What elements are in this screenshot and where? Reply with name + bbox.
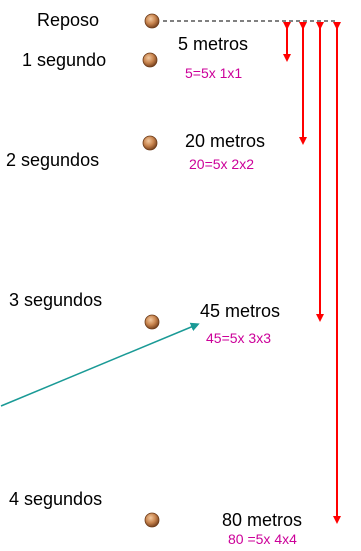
formula-2: 20=5x 2x2	[189, 156, 254, 172]
ball-3-seconds-icon	[144, 314, 160, 330]
ball-2-seconds-icon	[142, 135, 158, 151]
formula-3: 45=5x 3x3	[206, 330, 271, 346]
label-3-seconds: 3 segundos	[9, 290, 103, 310]
distance-20-meters: 20 metros	[185, 131, 266, 151]
label-rest: Reposo	[37, 10, 100, 30]
pointer-arrow	[0, 322, 200, 407]
ball-rest-icon	[144, 13, 160, 29]
formula-4: 80 =5x 4x4	[228, 531, 297, 547]
distance-80-meters: 80 metros	[222, 510, 303, 530]
ball-1-second-icon	[142, 52, 158, 68]
label-2-seconds: 2 segundos	[6, 150, 100, 170]
label-1-second: 1 segundo	[22, 50, 107, 70]
formula-1: 5=5x 1x1	[185, 65, 243, 81]
label-4-seconds: 4 segundos	[9, 489, 103, 509]
distance-5-meters: 5 metros	[178, 34, 249, 54]
distance-45-meters: 45 metros	[200, 301, 281, 321]
ball-4-seconds-icon	[144, 512, 160, 528]
